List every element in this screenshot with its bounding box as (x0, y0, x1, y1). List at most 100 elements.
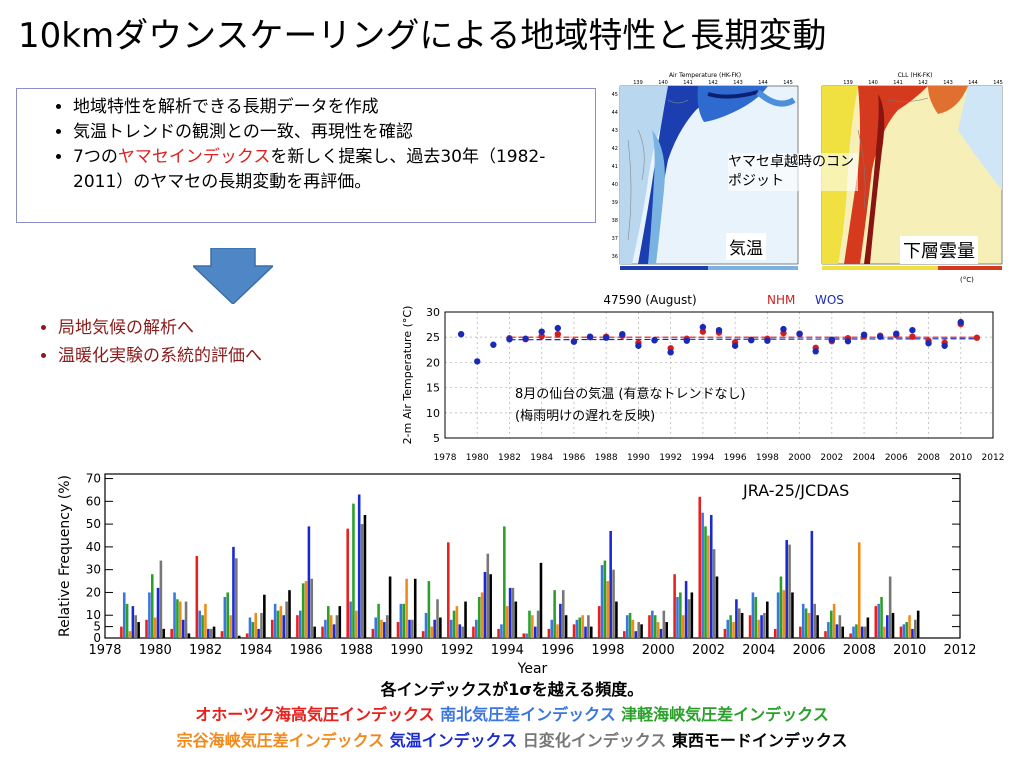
bar-series-2 (779, 576, 783, 638)
bar-series-1 (324, 619, 327, 638)
x-tick-label: 1994 (491, 643, 524, 658)
point-wos (748, 337, 755, 344)
bar-series-6 (615, 601, 618, 638)
bar-series-4 (458, 624, 462, 638)
bar-series-6 (891, 612, 895, 638)
bar-series-3 (304, 581, 308, 638)
page-title: 10kmダウンスケーリングによる地域特性と長期変動 (18, 16, 827, 56)
bar-series-6 (791, 592, 794, 638)
point-wos (651, 337, 658, 344)
x-tick-label: 2000 (788, 453, 811, 463)
y-tick-label: 10 (426, 407, 440, 420)
bar-series-5 (737, 608, 741, 638)
y-tick-label: 15 (426, 382, 440, 395)
bar-series-6 (916, 610, 920, 638)
bar-series-0 (547, 628, 551, 638)
bar-series-4 (131, 606, 135, 638)
x-tick-label: 1988 (340, 643, 373, 658)
point-nhm (909, 333, 916, 340)
bar-series-4 (282, 615, 286, 638)
bar-series-3 (204, 603, 207, 638)
bar-series-3 (505, 606, 509, 638)
temp-chart-title: 47590 (August) (603, 293, 696, 307)
point-wos (764, 337, 771, 344)
bar-series-3 (556, 624, 559, 638)
bar-series-3 (405, 578, 408, 638)
bar-series-0 (673, 574, 676, 638)
bar-series-0 (899, 626, 903, 638)
lon-tick: 145 (993, 80, 1003, 86)
bar-series-5 (134, 615, 138, 638)
bar-series-4 (181, 619, 185, 638)
x-tick-label: 1980 (466, 453, 489, 463)
x-tick-label: 2010 (893, 643, 926, 658)
bar-series-3 (355, 610, 358, 638)
bar-series-4 (684, 581, 688, 638)
point-wos (925, 340, 932, 347)
bar-series-0 (698, 496, 702, 638)
air-temperature-map: Air Temperature (HK-FK) 139 140 141 142 143 1… (608, 70, 802, 272)
bar-series-1 (525, 633, 528, 638)
bar-series-5 (587, 615, 590, 638)
bar-series-2 (729, 615, 732, 638)
left-map-title: Air Temperature (HK-FK) (669, 72, 741, 79)
point-wos (619, 330, 626, 338)
point-wos (554, 324, 562, 332)
point-wos (699, 323, 707, 331)
bar-series-1 (148, 592, 151, 638)
point-wos (490, 341, 497, 348)
bar-series-4 (508, 587, 512, 638)
point-wos (731, 342, 739, 349)
bar-series-6 (288, 590, 291, 638)
bar-series-3 (153, 617, 157, 638)
x-tick-label: 1982 (189, 643, 222, 658)
lat-tick: 45 (612, 92, 618, 98)
bar-series-5 (159, 560, 163, 638)
x-tick-label: 1994 (691, 453, 714, 463)
legend-nhm: NHM (767, 293, 795, 307)
bar-series-6 (866, 617, 870, 638)
bar-series-0 (195, 556, 199, 638)
bar-series-2 (905, 622, 908, 638)
legend-wos: WOS (815, 293, 844, 307)
x-tick-label: 1992 (659, 453, 682, 463)
down-arrow-icon (193, 248, 273, 304)
freq-y-axis-label: Relative Frequency (%) (57, 475, 73, 637)
bar-series-0 (346, 528, 349, 638)
bar-series-6 (564, 615, 568, 638)
y-tick-label: 5 (433, 432, 440, 445)
point-wos (957, 318, 964, 326)
bar-series-4 (609, 530, 612, 638)
lat-tick: 39 (612, 200, 618, 206)
bar-series-2 (503, 526, 506, 638)
summary-item-3-pre: 7つの (73, 147, 118, 167)
x-tick-label: 1980 (139, 643, 172, 658)
x-tick-label: 1986 (562, 453, 585, 463)
bar-series-0 (170, 628, 173, 638)
x-tick-label: 1984 (239, 643, 272, 658)
bar-series-2 (578, 617, 582, 638)
bar-series-2 (754, 597, 758, 638)
legend-east-west: 東西モードインデックス (671, 731, 848, 750)
bar-series-2 (327, 606, 330, 638)
bar-series-6 (690, 592, 694, 638)
bar-series-5 (285, 601, 288, 638)
summary-box: 地域特性を解析できる長期データを作成 気温トレンドの観測との一致、再現性を確認 … (16, 88, 596, 223)
bar-series-0 (623, 631, 626, 638)
y-tick-label: 70 (86, 472, 101, 486)
bar-series-0 (321, 626, 324, 638)
point-wos (570, 338, 578, 345)
point-wos (586, 333, 594, 340)
bar-series-2 (125, 603, 129, 638)
bar-series-2 (855, 624, 858, 638)
temp-annotation-line1: 8月の仙台の気温 (有意なトレンドなし) (515, 386, 746, 402)
bar-series-3 (707, 535, 710, 638)
bar-series-3 (807, 612, 811, 638)
bar-series-0 (597, 606, 601, 638)
bar-series-6 (388, 576, 392, 638)
bar-series-1 (877, 603, 880, 638)
legend-soya: 宗谷海峡気圧差インデックス (176, 731, 385, 750)
x-tick-label: 2004 (742, 643, 775, 658)
bar-series-6 (489, 574, 492, 638)
lat-tick: 40 (612, 182, 618, 188)
